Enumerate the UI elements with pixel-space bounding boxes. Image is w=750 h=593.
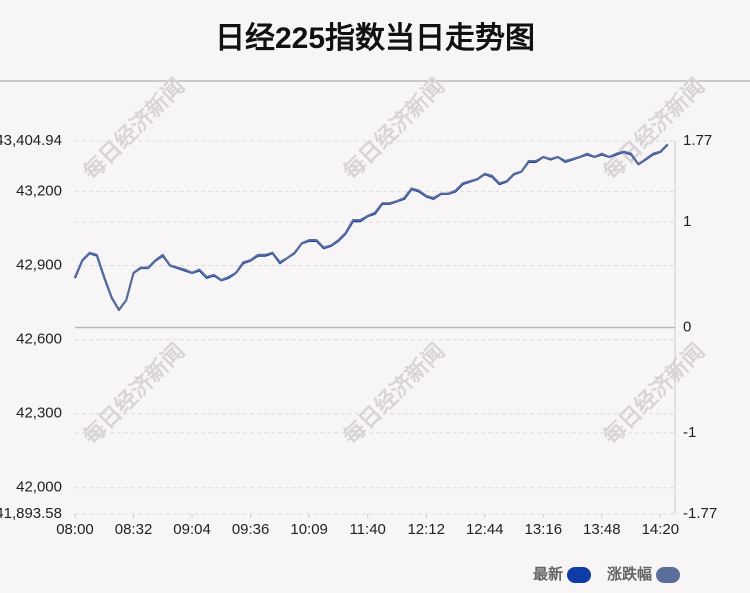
y-tick-label: 42,300 (16, 405, 62, 422)
x-tick-label: 13:48 (583, 521, 621, 538)
y-tick-label: 42,600 (16, 331, 62, 348)
y2-tick-label: 1 (683, 213, 691, 230)
x-tick-label: 08:00 (56, 521, 94, 538)
y-tick-label: 41,893.58 (0, 505, 62, 522)
x-tick-label: 10:09 (290, 521, 328, 538)
y2-tick-label: 0 (683, 318, 691, 335)
x-tick-label: 08:32 (115, 521, 153, 538)
chart-title: 日经225指数当日走势图 (215, 21, 535, 55)
x-tick-label: 14:20 (642, 521, 680, 538)
x-tick-label: 13:16 (525, 521, 563, 538)
legend-swatch (656, 567, 681, 583)
y2-tick-label: -1 (683, 424, 696, 441)
x-tick-label: 11:40 (349, 521, 385, 538)
y-tick-label: 42,000 (16, 479, 62, 496)
y-tick-label: 43,404.94 (0, 132, 62, 149)
series-line (74, 143, 669, 311)
x-tick-label: 12:44 (466, 521, 504, 538)
y2-tick-label: 1.77 (683, 132, 712, 149)
x-tick-label: 09:36 (232, 521, 270, 538)
x-tick-label: 12:12 (407, 521, 445, 538)
y2-tick-label: -1.77 (683, 505, 717, 522)
legend-label: 最新 (533, 565, 563, 583)
legend-swatch (567, 567, 592, 583)
x-tick-label: 09:04 (173, 521, 211, 538)
y-tick-label: 43,200 (16, 183, 62, 200)
y-tick-label: 42,900 (16, 257, 62, 274)
legend-label: 涨跌幅 (607, 565, 652, 583)
